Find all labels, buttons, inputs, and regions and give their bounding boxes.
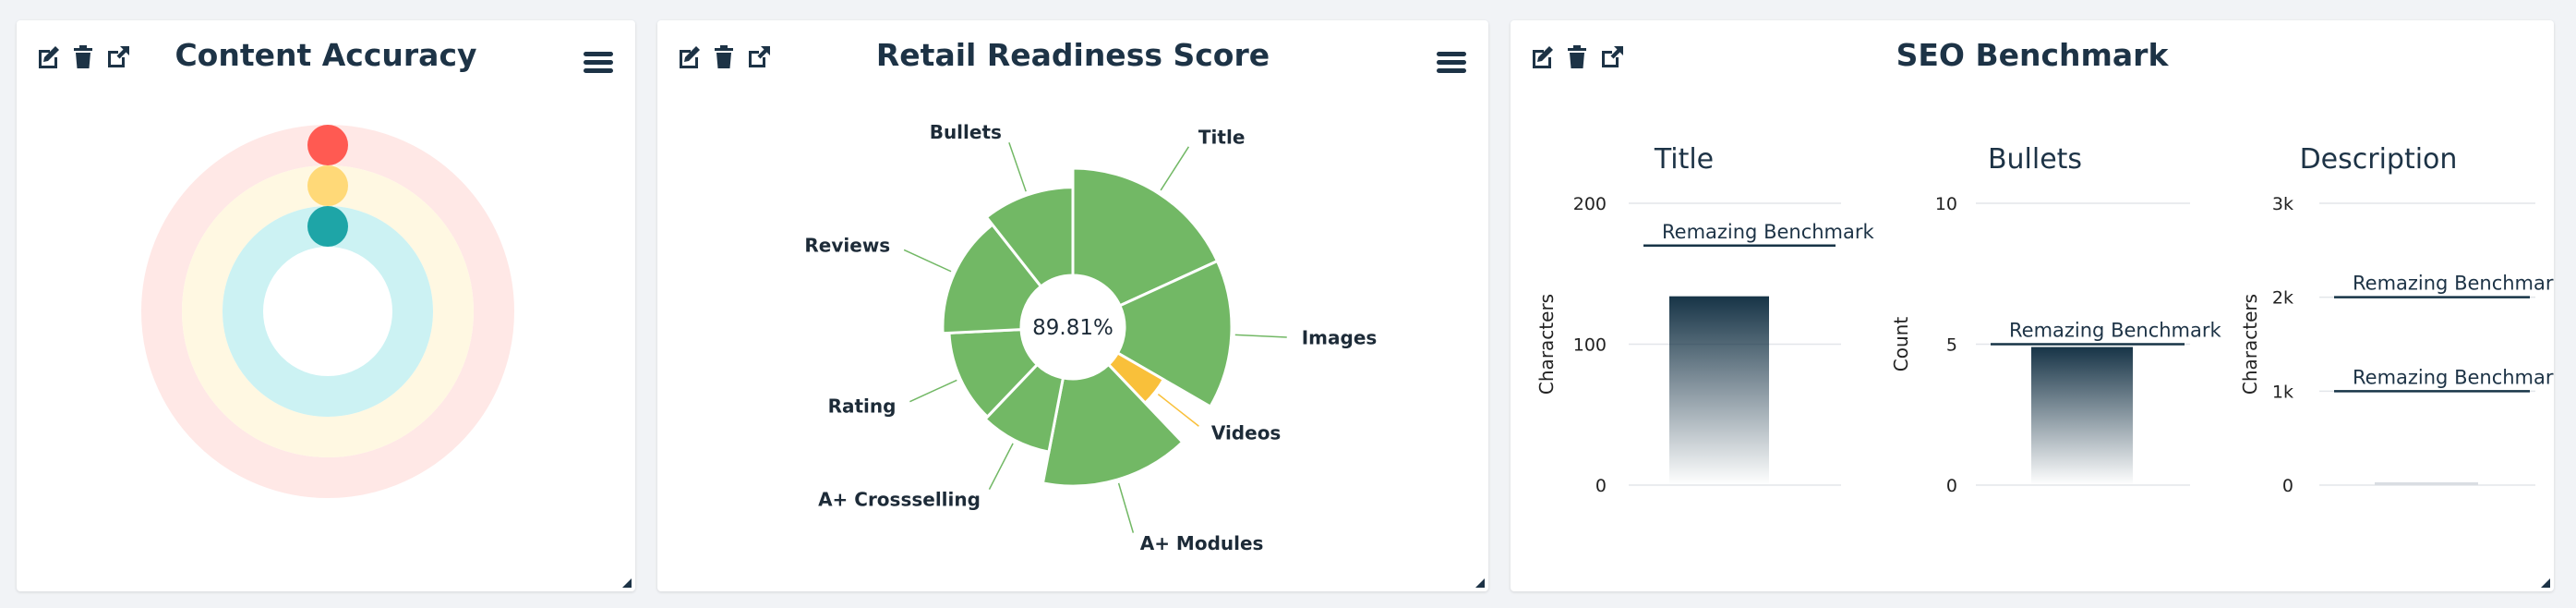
pie-slice-0 — [1071, 166, 1220, 308]
pie-connector-4 — [988, 443, 1014, 490]
trash-icon[interactable] — [1562, 43, 1592, 72]
y-tick-0-1: 100 — [1573, 335, 1607, 356]
pie-connector-1 — [1234, 334, 1287, 338]
y-axis-label-0: Characters — [1535, 294, 1558, 395]
pie-slice-6 — [941, 223, 1043, 335]
benchmark-label-2-1: Remazing Benchmark — [2353, 366, 2554, 388]
edit-icon[interactable] — [1527, 43, 1557, 72]
y-axis-label-1: Count — [1890, 317, 1912, 372]
pie-slice-4 — [982, 362, 1065, 454]
y-tick-2-1: 1k — [2272, 382, 2293, 402]
hamburger-menu-icon[interactable] — [582, 48, 615, 78]
pie-label-3: A+ Modules — [1140, 532, 1264, 554]
pie-label-7: Bullets — [930, 121, 1002, 143]
bar-2-0 — [2375, 481, 2478, 485]
pie-slice-3 — [1041, 362, 1185, 488]
content-accuracy-panel: Content Accuracy — [17, 20, 635, 591]
pie-label-5: Rating — [828, 395, 897, 418]
pie-label-1: Images — [1302, 327, 1378, 349]
external-link-icon[interactable] — [103, 43, 133, 72]
subchart-title-0: Title — [1654, 143, 1714, 176]
radial-bar-1 — [182, 165, 474, 457]
y-tick-2-0: 0 — [2282, 476, 2293, 496]
radial-bar-0 — [141, 125, 514, 498]
y-tick-0-0: 0 — [1595, 476, 1607, 496]
panel-toolbar — [674, 43, 774, 72]
pie-connector-3 — [1117, 482, 1135, 533]
trash-icon[interactable] — [709, 43, 739, 72]
radial-track-2 — [223, 206, 433, 417]
y-tick-1-2: 10 — [1935, 194, 1957, 214]
benchmark-label-2-0: Remazing Benchmark — [2353, 273, 2554, 295]
subchart-title-2: Description — [2300, 143, 2458, 176]
resize-handle-icon[interactable] — [1474, 577, 1485, 588]
pie-connector-7 — [1008, 142, 1027, 192]
edit-icon[interactable] — [674, 43, 704, 72]
pie-slice-1 — [1115, 259, 1234, 409]
y-tick-1-1: 5 — [1946, 335, 1957, 356]
retail-readiness-panel: Retail Readiness Score Title Images Videos… — [657, 20, 1488, 591]
variable-pie-chart: Title Images Videos A+ Modules A+ Crossselli… — [804, 121, 1378, 554]
panel-toolbar — [33, 43, 133, 72]
external-link-icon[interactable] — [744, 43, 774, 72]
pie-connector-6 — [903, 249, 952, 273]
bar-1-0 — [2031, 347, 2133, 485]
y-tick-0-2: 200 — [1573, 194, 1607, 214]
benchmark-label-0-0: Remazing Benchmark — [1662, 221, 1875, 243]
radial-bar-chart — [141, 125, 514, 498]
pie-label-2: Videos — [1211, 422, 1282, 444]
y-tick-1-0: 0 — [1946, 476, 1957, 496]
pie-connector-5 — [909, 379, 957, 403]
pie-slice-5 — [947, 328, 1040, 420]
pie-center-label: 89.81% — [1032, 316, 1113, 340]
pie-connector-0 — [1160, 146, 1190, 191]
hamburger-menu-icon[interactable] — [1435, 48, 1468, 78]
subchart-title-1: Bullets — [1988, 143, 2082, 176]
seo-benchmark-panel: SEO Benchmark Title Characters 0 100 200 Rema… — [1511, 20, 2554, 591]
pie-slice-7 — [984, 186, 1075, 289]
y-tick-2-2: 2k — [2272, 288, 2293, 309]
edit-icon[interactable] — [33, 43, 63, 72]
pie-label-0: Title — [1198, 127, 1245, 149]
resize-handle-icon[interactable] — [2539, 577, 2550, 588]
bar-0-0 — [1669, 296, 1769, 485]
trash-icon[interactable] — [68, 43, 98, 72]
pie-connector-2 — [1157, 394, 1199, 427]
pie-label-4: A+ Crossselling — [818, 488, 981, 510]
radial-bar-2 — [223, 206, 433, 417]
benchmark-label-1-0: Remazing Benchmark — [2009, 320, 2222, 342]
external-link-icon[interactable] — [1597, 43, 1627, 72]
y-axis-label-2: Characters — [2239, 294, 2261, 395]
pie-label-6: Reviews — [804, 234, 890, 256]
resize-handle-icon[interactable] — [620, 577, 632, 588]
panel-toolbar — [1527, 43, 1627, 72]
y-tick-2-3: 3k — [2272, 194, 2293, 214]
